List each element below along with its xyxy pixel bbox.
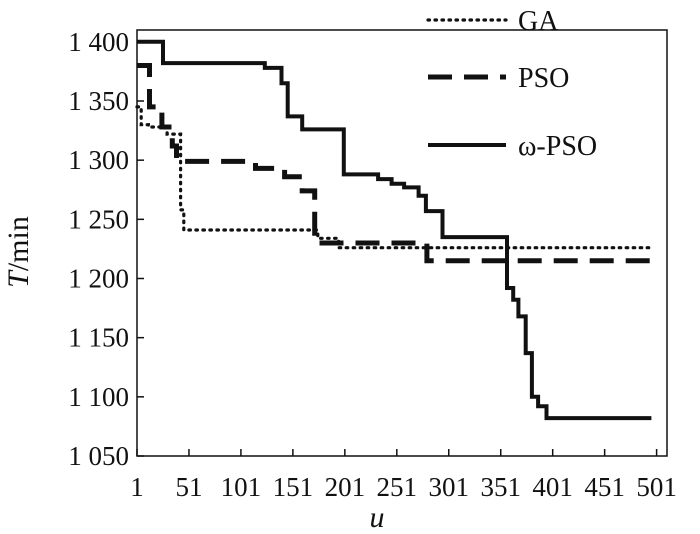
- x-tick-label: 251: [377, 472, 418, 502]
- y-axis-label: T/min: [2, 216, 35, 288]
- x-tick-label: 51: [175, 472, 202, 502]
- series-layer: [135, 39, 653, 421]
- x-tick-label: 451: [584, 472, 625, 502]
- x-tick-label: 501: [636, 472, 677, 502]
- x-tick-label: 401: [532, 472, 573, 502]
- series-line-ga: [135, 105, 653, 250]
- x-axis-label: u: [370, 501, 385, 534]
- legend-label-ga: GA: [518, 6, 559, 37]
- y-tick-label: 1 300: [68, 145, 129, 175]
- y-tick-label: 1 100: [68, 382, 129, 412]
- y-tick-label: 1 200: [68, 264, 129, 294]
- legend-label-pso: PSO: [518, 63, 569, 94]
- y-tick-label: 1 150: [68, 323, 129, 353]
- x-tick-label: 1: [130, 472, 144, 502]
- y-tick-label: 1 250: [68, 204, 129, 234]
- x-tick-label: 351: [480, 472, 521, 502]
- plot-frame: [136, 29, 668, 457]
- series-line-pso: [137, 63, 652, 264]
- x-tick-label: 101: [221, 472, 262, 502]
- y-tick-label: 1 050: [68, 441, 129, 471]
- legend: GA PSO ω-PSO: [426, 6, 597, 162]
- legend-label-omega-pso: ω-PSO: [518, 131, 597, 162]
- x-tick-label: 301: [429, 472, 470, 502]
- x-tick-label: 201: [325, 472, 366, 502]
- y-axis-label-unit: /min: [2, 216, 35, 271]
- y-axis-label-symbol: T: [2, 269, 35, 288]
- series-line-omega-pso: [137, 39, 652, 421]
- y-tick-label: 1 400: [68, 27, 129, 57]
- x-tick-label: 151: [273, 472, 314, 502]
- y-tick-label: 1 350: [68, 86, 129, 116]
